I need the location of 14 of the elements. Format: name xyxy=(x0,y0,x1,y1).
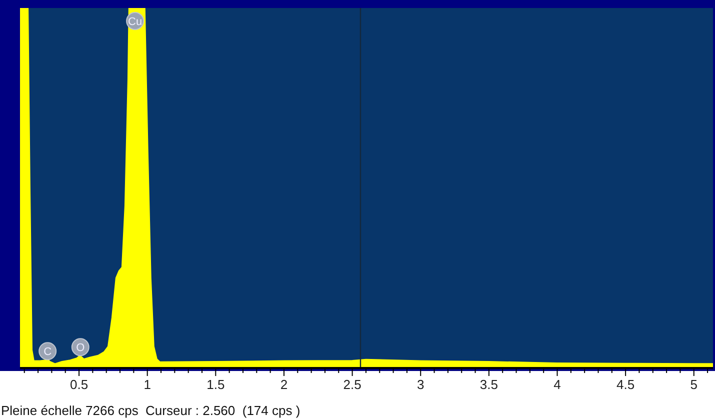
annotation: C xyxy=(44,346,52,358)
x-tick-label: 3 xyxy=(416,377,424,392)
annotation: Cu xyxy=(128,16,142,28)
annotation: O xyxy=(76,342,86,354)
x-tick-label: 3.5 xyxy=(480,377,498,392)
x-tick-label: 4.5 xyxy=(616,377,635,392)
x-tick-label: 2.5 xyxy=(343,377,362,392)
x-tick-label: 4 xyxy=(554,377,561,392)
x-tick-label: 5 xyxy=(690,377,698,392)
x-tick-label: 0.5 xyxy=(70,377,88,392)
text: Pleine échelle 7266 cps Curseur : 2.560 (174 cps ) xyxy=(1,403,300,418)
x-tick-label: 1 xyxy=(144,377,151,392)
x-tick-label: 1.5 xyxy=(206,377,225,392)
x-tick-label: 2 xyxy=(280,377,288,392)
